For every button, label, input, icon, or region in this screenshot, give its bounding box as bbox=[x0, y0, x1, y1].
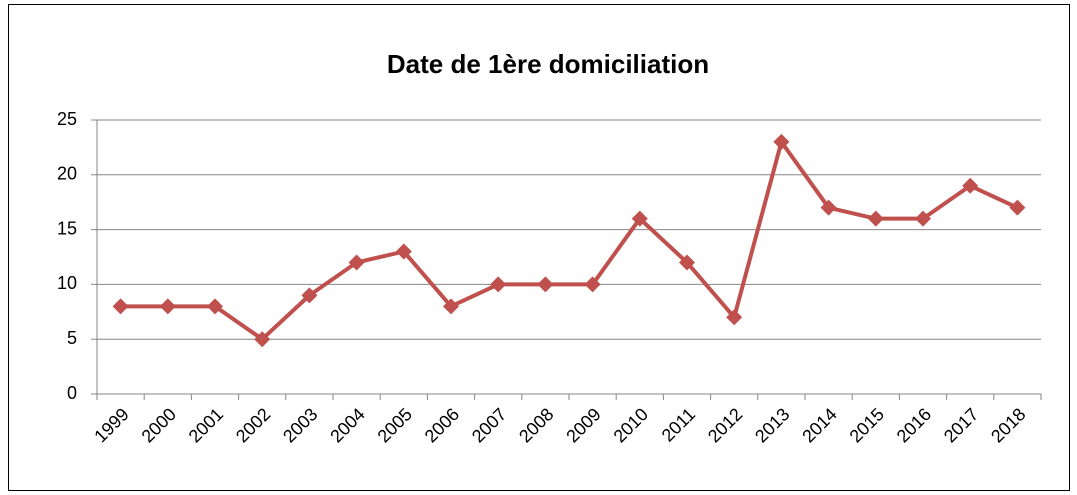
y-tick-label: 10 bbox=[57, 273, 77, 293]
data-marker bbox=[395, 243, 412, 260]
data-marker bbox=[584, 276, 601, 293]
data-marker bbox=[443, 298, 459, 315]
data-marker bbox=[537, 276, 554, 293]
data-marker bbox=[726, 309, 743, 326]
data-marker bbox=[348, 254, 365, 271]
data-marker bbox=[207, 298, 223, 315]
data-marker bbox=[1009, 199, 1026, 216]
data-marker bbox=[112, 298, 129, 315]
y-tick-label: 25 bbox=[57, 109, 77, 129]
y-tick-label: 20 bbox=[57, 164, 77, 184]
data-marker bbox=[773, 133, 790, 150]
data-marker bbox=[159, 298, 176, 315]
data-marker bbox=[679, 254, 695, 271]
data-marker bbox=[631, 210, 648, 227]
data-marker bbox=[490, 276, 507, 293]
y-tick-label: 15 bbox=[57, 218, 77, 238]
data-marker bbox=[962, 177, 979, 194]
data-marker bbox=[254, 331, 271, 348]
data-marker bbox=[867, 210, 884, 227]
y-tick-label: 5 bbox=[67, 328, 77, 348]
data-line bbox=[120, 139, 1019, 342]
data-marker bbox=[301, 287, 318, 304]
data-marker bbox=[915, 210, 931, 227]
chart-title: Date de 1ère domiciliation bbox=[387, 49, 709, 79]
y-tick-label: 0 bbox=[67, 383, 77, 403]
chart-frame bbox=[8, 4, 1070, 491]
data-marker bbox=[820, 199, 837, 216]
